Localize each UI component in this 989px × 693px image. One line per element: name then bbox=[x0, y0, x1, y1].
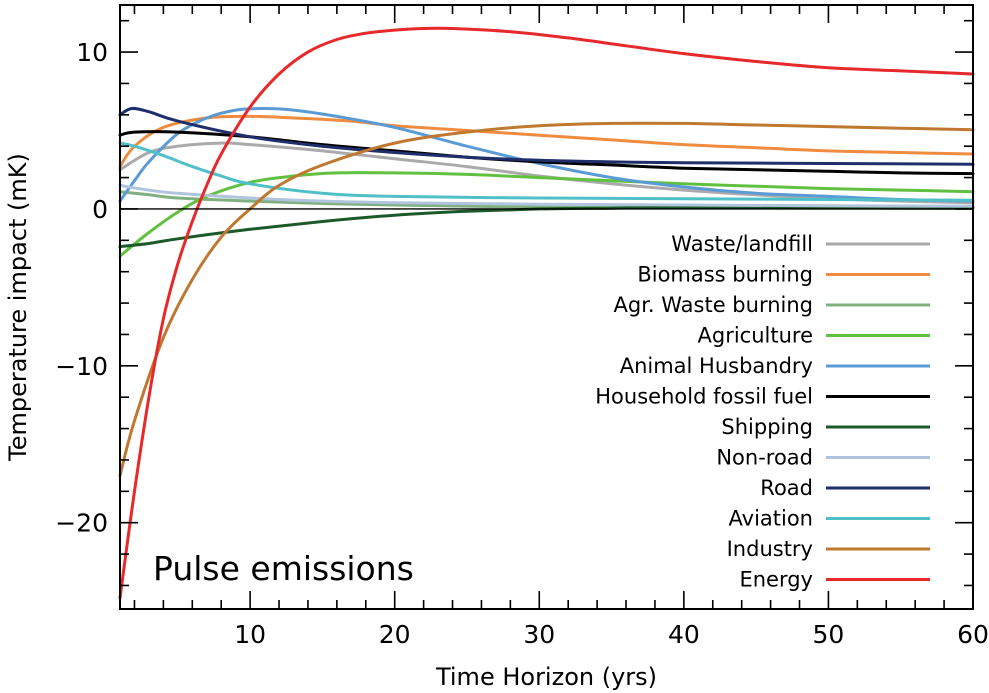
series-line-road bbox=[118, 106, 975, 166]
x-tick-label: 60 bbox=[957, 620, 989, 649]
x-axis-label: Time Horizon (yrs) bbox=[435, 663, 657, 691]
series-line-energy bbox=[118, 26, 975, 600]
y-tick-label: −20 bbox=[55, 509, 108, 538]
y-tick-label: −10 bbox=[55, 352, 108, 381]
y-axis-label: Temperature impact (mK) bbox=[4, 153, 32, 462]
axis-ticks bbox=[120, 5, 974, 609]
x-tick-label: 50 bbox=[813, 620, 845, 649]
series-line-shipping bbox=[118, 205, 975, 249]
x-tick-label: 30 bbox=[523, 620, 555, 649]
series-layer bbox=[118, 26, 975, 600]
legend-label-agr-waste-burning: Agr. Waste burning bbox=[614, 293, 814, 317]
legend-label-road: Road bbox=[760, 476, 813, 500]
x-tick-label: 10 bbox=[234, 620, 266, 649]
legend-label-biomass-burning: Biomass burning bbox=[637, 263, 813, 287]
legend-label-non-road: Non-road bbox=[716, 446, 813, 470]
legend-label-animal-husbandry: Animal Husbandry bbox=[620, 354, 813, 378]
y-tick-label: 0 bbox=[92, 195, 108, 224]
y-tick-label: 10 bbox=[76, 38, 108, 67]
series-line-animal-husbandry bbox=[118, 107, 975, 203]
legend-label-industry: Industry bbox=[727, 537, 813, 561]
series-line-biomass-burning bbox=[118, 114, 975, 169]
legend-label-agriculture: Agriculture bbox=[698, 324, 814, 348]
pulse-emissions-annotation: Pulse emissions bbox=[153, 549, 414, 588]
series-line-agriculture bbox=[118, 171, 975, 258]
plot-frame bbox=[119, 4, 974, 610]
legend-label-energy: Energy bbox=[739, 568, 813, 592]
tick-labels: 10 20 30 40 50 60 −20 −10 0 10 bbox=[55, 38, 989, 649]
legend-label-household-fossil-fuel: Household fossil fuel bbox=[595, 385, 813, 409]
legend-label-waste-landfill: Waste/landfill bbox=[671, 232, 813, 256]
legend: Waste/landfill Biomass burning Agr. Waste … bbox=[595, 232, 930, 592]
series-line-aviation bbox=[118, 141, 975, 202]
series-line-non-road bbox=[118, 183, 975, 208]
series-line-industry bbox=[118, 121, 975, 478]
legend-label-shipping: Shipping bbox=[721, 415, 813, 439]
x-tick-label: 40 bbox=[668, 620, 700, 649]
x-tick-label: 20 bbox=[379, 620, 411, 649]
legend-label-aviation: Aviation bbox=[729, 507, 814, 531]
